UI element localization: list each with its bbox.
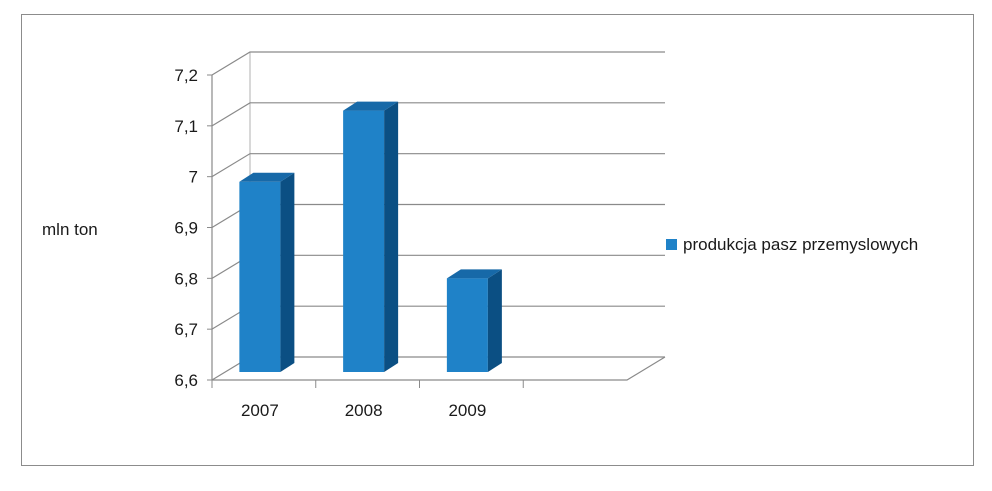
bar-top-face	[343, 101, 399, 111]
x-tick-label: 2008	[345, 401, 383, 420]
y-tick-label: 6,9	[174, 219, 198, 238]
x-axis-ticks: 2007 2008 2009	[211, 380, 524, 420]
x-tick-label: 2007	[241, 401, 279, 420]
floor-edge	[212, 356, 666, 381]
y-tick-label: 6,7	[174, 320, 198, 339]
legend-label: produkcja pasz przemyslowych	[683, 235, 918, 254]
bar-top-face	[446, 269, 502, 279]
bar-front-face	[343, 110, 385, 372]
y-tick-label: 6,6	[174, 371, 198, 390]
bar-front-face	[239, 181, 281, 372]
y-axis-ticks: 6,6 6,7 6,8 6,9 7 7,1 7,2	[174, 66, 212, 390]
x-tick-label: 2009	[448, 401, 486, 420]
bar-2007	[239, 172, 295, 372]
gridline	[211, 51, 665, 76]
y-axis-label: mln ton	[42, 220, 98, 239]
bar-2009	[446, 269, 502, 372]
y-tick-label: 7,2	[174, 66, 198, 85]
y-tick-label: 7	[189, 168, 198, 187]
bar-side-face	[384, 101, 399, 372]
bar-front-face	[446, 278, 488, 372]
gridline	[211, 102, 665, 127]
bars	[239, 101, 502, 372]
legend-swatch	[666, 239, 677, 250]
bar-side-face	[487, 269, 502, 372]
bar-top-face	[239, 172, 295, 182]
y-tick-label: 7,1	[174, 117, 198, 136]
bar-side-face	[280, 172, 295, 372]
gridline	[211, 153, 665, 178]
bar-2008	[343, 101, 399, 372]
chart-frame	[21, 14, 974, 466]
legend: produkcja pasz przemyslowych	[666, 235, 918, 254]
y-tick-label: 6,8	[174, 269, 198, 288]
